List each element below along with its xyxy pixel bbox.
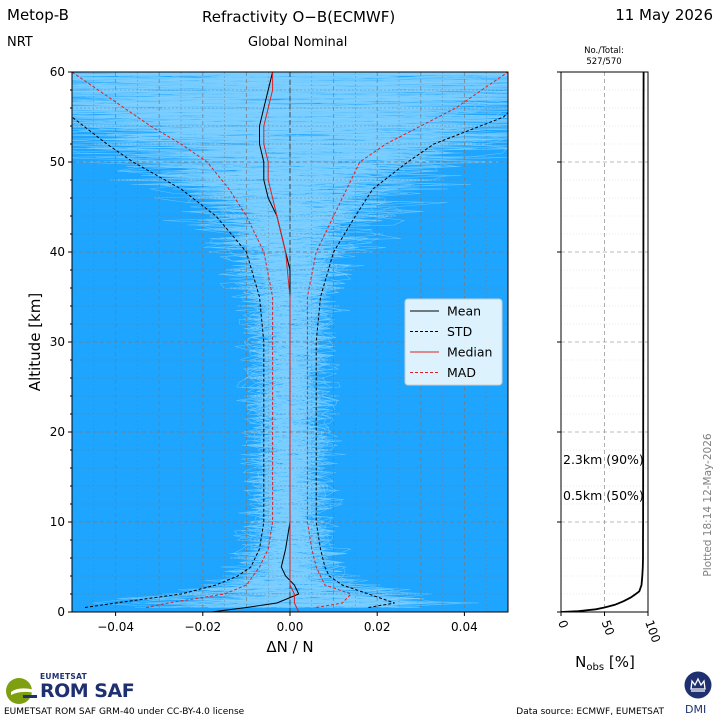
nobs-axes: 0 50 100 Nobs [%] 2.3km (90%) 0.5km (50%) [555, 71, 663, 673]
y-tick-label: 50 [50, 155, 65, 169]
satellite-label: Metop-B [7, 6, 69, 24]
std-series-line [72, 116, 265, 608]
chart-title: Refractivity O−B(ECMWF) [202, 8, 396, 26]
romsaf-logo-text: ROM SAF [40, 680, 135, 702]
legend-label: MAD [447, 365, 476, 380]
x-tick-label: 0.00 [277, 620, 304, 634]
x-tick-label: 0.02 [364, 620, 391, 634]
nobs-curve [561, 72, 645, 612]
nobs-x-tick-label: 100 [642, 618, 663, 644]
data-source-text: Data source: ECMWF, EUMETSAT [516, 707, 664, 717]
mode-label: NRT [7, 35, 33, 50]
y-axis-label: Altitude [km] [26, 293, 44, 391]
license-text: EUMETSAT ROM SAF GRM-40 under CC-BY-4.0 … [4, 707, 245, 717]
profile-bundle [72, 72, 508, 608]
x-tick-label: −0.04 [97, 620, 134, 634]
mad-series-line [72, 72, 274, 608]
profile-line [72, 72, 508, 608]
x-axis-label: ΔN / N [266, 638, 313, 656]
y-tick-label: 20 [50, 425, 65, 439]
y-tick-label: 30 [50, 335, 65, 349]
legend-box [404, 298, 503, 386]
legend-label: STD [447, 324, 472, 339]
nobs-count-value: 527/570 [586, 57, 622, 67]
legend: Mean STD Median MAD [404, 298, 503, 386]
y-tick-label: 0 [57, 605, 65, 619]
std-series-line-right [315, 111, 508, 608]
profile-line [72, 73, 508, 608]
nobs-x-tick-label: 0 [555, 618, 571, 630]
nobs-x-axis-label: Nobs [%] [575, 653, 635, 673]
eumetsat-logo-text: EUMETSAT [40, 672, 88, 681]
x-tick-label: 0.04 [451, 620, 478, 634]
median-series-line [263, 72, 300, 612]
y-tick-label: 60 [50, 65, 65, 79]
nobs-count-label: No./Total: [584, 46, 624, 56]
nobs-annotation: 0.5km (50%) [563, 488, 644, 503]
y-tick-label: 10 [50, 515, 65, 529]
chart-subtitle: Global Nominal [248, 35, 348, 50]
romsaf-globe-logo [6, 678, 37, 704]
nobs-x-tick-label: 50 [599, 618, 617, 637]
y-tick-label: 40 [50, 245, 65, 259]
profile-line [72, 72, 508, 608]
main-axes: −0.04 −0.02 0.00 0.02 0.04 0 10 20 30 40 50 60 ΔN / … [26, 65, 509, 656]
dmi-crown-logo [684, 671, 712, 699]
x-tick-label: −0.02 [184, 620, 221, 634]
date-label: 11 May 2026 [615, 6, 713, 24]
dmi-logo-text: DMI [685, 703, 707, 716]
mad-series-line-right [306, 72, 508, 608]
legend-label: Median [447, 345, 492, 360]
legend-label: Mean [447, 304, 481, 319]
nobs-annotation: 2.3km (90%) [563, 452, 644, 467]
statistics-lines [72, 72, 508, 612]
nobs-percentage-line [561, 72, 645, 612]
profile-line [72, 72, 508, 608]
nobs-grid [561, 72, 648, 612]
nobs-count-header: No./Total: 527/570 [576, 46, 632, 68]
